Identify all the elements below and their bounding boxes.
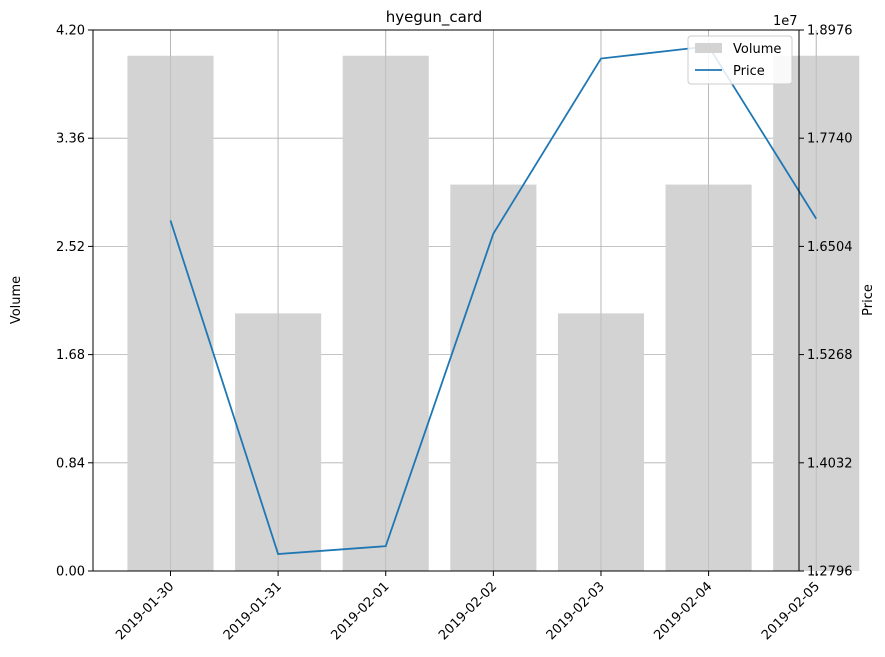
y-left-tick-label: 0.00: [56, 565, 85, 580]
y-right-tick-label: 1.8976: [807, 24, 853, 39]
right-axis-ticks: 1.2796 1.4032 1.5268 1.6504 1.7740 1.8976: [799, 24, 853, 580]
y-left-axis-label: Volume: [9, 276, 24, 324]
legend-label-volume: Volume: [733, 42, 781, 57]
y-left-tick-label: 4.20: [56, 24, 85, 39]
axes: [92, 29, 800, 572]
y-right-tick-label: 1.7740: [807, 132, 853, 147]
y-right-tick-label: 1.5268: [807, 348, 853, 363]
y-left-tick-label: 0.84: [56, 456, 85, 471]
y-right-axis-label: Price: [861, 284, 876, 316]
left-axis-ticks: 0.00 0.84 1.68 2.52 3.36 4.20: [56, 24, 93, 580]
y-right-offset-label: 1e7: [773, 14, 798, 29]
chart-title: hyegun_card: [386, 8, 483, 27]
y-right-tick-label: 1.4032: [807, 456, 853, 471]
plot-frame: [92, 29, 800, 572]
legend-label-price: Price: [733, 64, 765, 79]
y-left-tick-label: 3.36: [56, 132, 85, 147]
y-left-tick-label: 1.68: [56, 348, 85, 363]
volume-bars: [127, 30, 860, 572]
legend-swatch-volume: [695, 43, 722, 53]
legend: Volume Price: [687, 35, 793, 85]
y-right-tick-label: 1.6504: [807, 240, 853, 255]
y-right-tick-label: 1.2796: [807, 565, 853, 580]
y-left-tick-label: 2.52: [56, 240, 85, 255]
